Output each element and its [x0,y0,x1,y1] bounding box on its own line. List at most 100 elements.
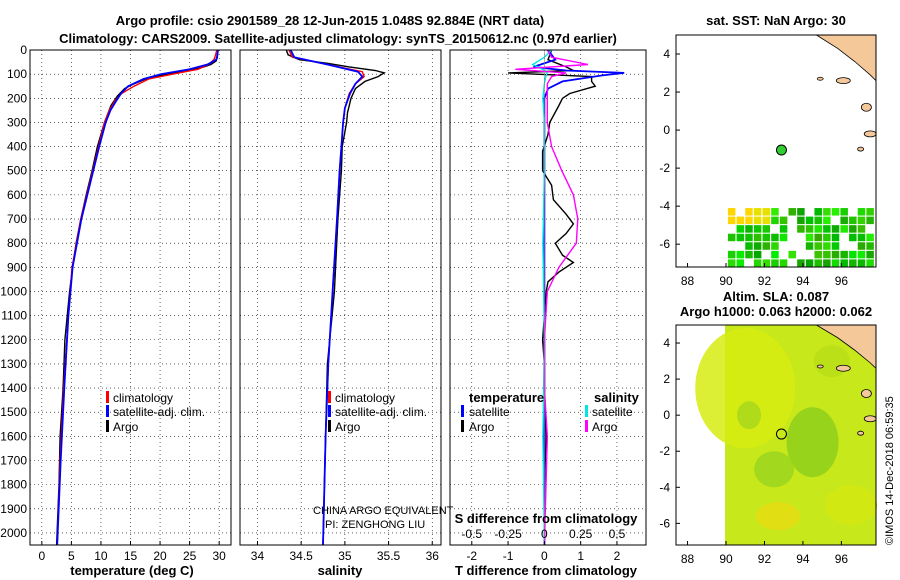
depth-tick-label: 900 [7,260,27,274]
sst-cell [771,216,779,225]
lon-tick-label: 94 [796,552,810,566]
legend-swatch-satellite [106,405,109,417]
sst-cell [727,233,736,242]
sst-cell [814,242,822,250]
sst-cell [823,216,831,225]
sst-cell [840,208,848,216]
sst-cell [866,233,874,242]
sst-cell [814,216,822,225]
sst-cell [736,216,745,225]
legend-label-climatology: climatology [113,391,173,405]
sst-cell [753,208,762,216]
x-tick-label: 34 [251,549,265,563]
x-tick-label: -2 [466,549,477,563]
temperature-legend: climatology satellite-adj. clim. Argo [106,391,205,434]
sst-cell [762,225,771,233]
sst-cell [840,250,848,259]
sst-cell [779,225,788,233]
sst-cell [753,225,762,233]
sst-cell [736,250,745,259]
lat-tick-label: 2 [663,372,670,386]
sst-cell [762,216,771,225]
legend-swatch-climatology [328,391,331,403]
sst-cell [805,233,814,242]
sst-cell [771,242,779,250]
island [835,364,851,372]
difference-legend: temperature salinity satellite Argo sate… [461,390,640,434]
legend-title-salinity: salinity [594,390,640,405]
sst-cell [745,233,753,242]
lat-tick-label: 0 [663,408,670,422]
sla-anomaly-blob [755,502,800,531]
sla-anomaly-blob [754,451,795,488]
figure-title-line2: Climatology: CARS2009. Satellite-adjuste… [59,31,617,46]
sst-cell [840,259,848,267]
x-tick-label: 20 [153,549,167,563]
island [857,430,865,436]
sst-cell [805,225,814,233]
sst-cell [849,250,857,259]
sla-map: Altim. SLA: 0.087 Argo h1000: 0.063 h200… [659,289,877,566]
salinity-legend: climatology satellite-adj. clim. Argo [328,391,427,434]
depth-tick-label: 400 [7,140,27,154]
series-line-s-argo [515,49,589,546]
sst-cell [814,259,822,267]
island [857,146,865,152]
sst-cell [788,250,796,259]
sst-cell [771,208,779,216]
sla-anomaly-blob [825,485,877,526]
sst-cell [831,242,840,250]
difference-panel: -2 -1 0 1 2 -0.5 -0.25 0 0.25 0.5 S difference f… [449,49,647,578]
depth-tick-label: 600 [7,188,27,202]
depth-tick-label: 100 [7,67,27,81]
legend-swatch-t-argo [461,420,464,432]
sst-cell [857,250,866,259]
x-tick-label: 34.5 [289,549,313,563]
sst-cell [849,259,857,267]
lat-tick-label: -6 [659,237,670,251]
lon-tick-label: 90 [719,274,733,288]
sst-cell [805,242,814,250]
depth-tick-label: 200 [7,91,27,105]
lat-tick-label: 4 [663,336,670,350]
sst-cell [857,225,866,233]
x-tick-label: 35 [338,549,352,563]
salinity-panel-frame [239,49,442,546]
sst-cell [857,233,866,242]
depth-tick-label: 1900 [0,502,27,516]
sst-cell [762,259,771,267]
island [816,76,824,81]
t-difference-axis-label: T difference from climatology [455,563,638,578]
lon-tick-label: 94 [796,274,810,288]
legend-swatch-argo [106,420,109,432]
x-tick-label: 0 [38,549,45,563]
sst-cell [736,259,745,267]
top-tick-label: 0.5 [609,527,626,541]
sst-cell [805,259,814,267]
x-tick-label: 30 [212,549,226,563]
legend-label-argo: Argo [113,420,139,434]
sst-cell [762,208,771,216]
depth-tick-label: 0 [20,43,27,57]
island [860,102,872,112]
sst-cell [814,225,822,233]
sst-cell [823,242,831,250]
sst-cell [762,233,771,242]
lon-tick-label: 92 [758,552,772,566]
depth-tick-label: 1500 [0,405,27,419]
temperature-panel: 0100200300400500600700800900100011001200… [0,43,232,578]
argo-position-marker [775,144,787,156]
x-tick-label: 25 [183,549,197,563]
sst-cell [831,233,840,242]
sla-anomaly-blob [786,407,839,478]
depth-tick-label: 1000 [0,284,27,298]
argo-position-marker [775,428,787,440]
depth-tick-label: 1700 [0,453,27,467]
sst-cell [849,225,857,233]
sst-cell [823,250,831,259]
sst-cell [831,225,840,233]
sla-map-title: Altim. SLA: 0.087 [723,289,829,304]
sst-cell [736,233,745,242]
temperature-axis-label: temperature (deg C) [70,563,194,578]
sst-cell [771,259,779,267]
